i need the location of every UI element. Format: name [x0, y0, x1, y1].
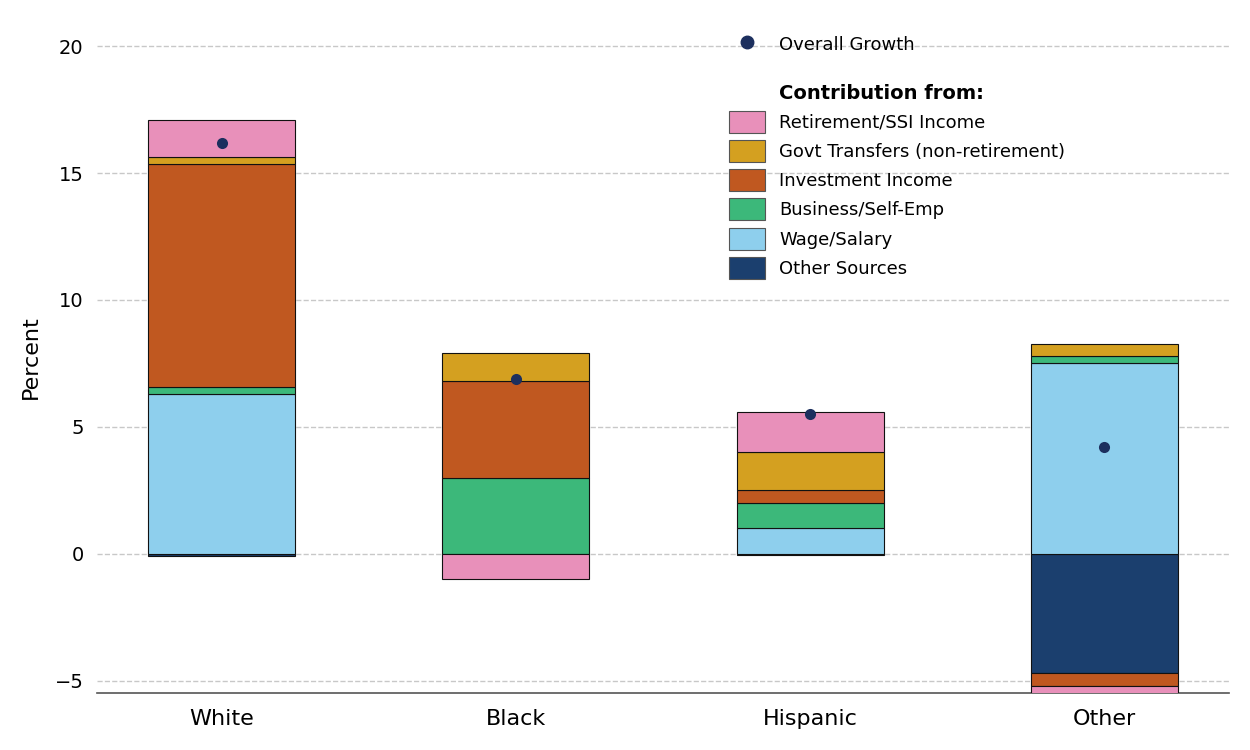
Bar [149, 120, 295, 157]
Bar [149, 164, 295, 388]
Bar [442, 353, 590, 381]
Bar [442, 554, 590, 579]
Bar [1031, 356, 1178, 363]
Bar [149, 388, 295, 394]
Bar [149, 157, 295, 164]
Bar [736, 554, 884, 555]
Bar [736, 503, 884, 528]
Bar [442, 381, 590, 478]
Y-axis label: Percent: Percent [21, 315, 41, 399]
Legend: Overall Growth, 
Contribution from:, Retirement/SSI Income, Govt Transfers (non-: Overall Growth, Contribution from:, Reti… [729, 33, 1065, 279]
Bar [1031, 673, 1178, 686]
Bar [1031, 686, 1178, 736]
Bar [1031, 344, 1178, 355]
Bar [1031, 554, 1178, 673]
Bar [149, 554, 295, 556]
Bar [736, 412, 884, 452]
Bar [736, 490, 884, 503]
Bar [442, 478, 590, 554]
Bar [1031, 363, 1178, 554]
Bar [736, 528, 884, 554]
Bar [736, 452, 884, 491]
Bar [149, 394, 295, 554]
